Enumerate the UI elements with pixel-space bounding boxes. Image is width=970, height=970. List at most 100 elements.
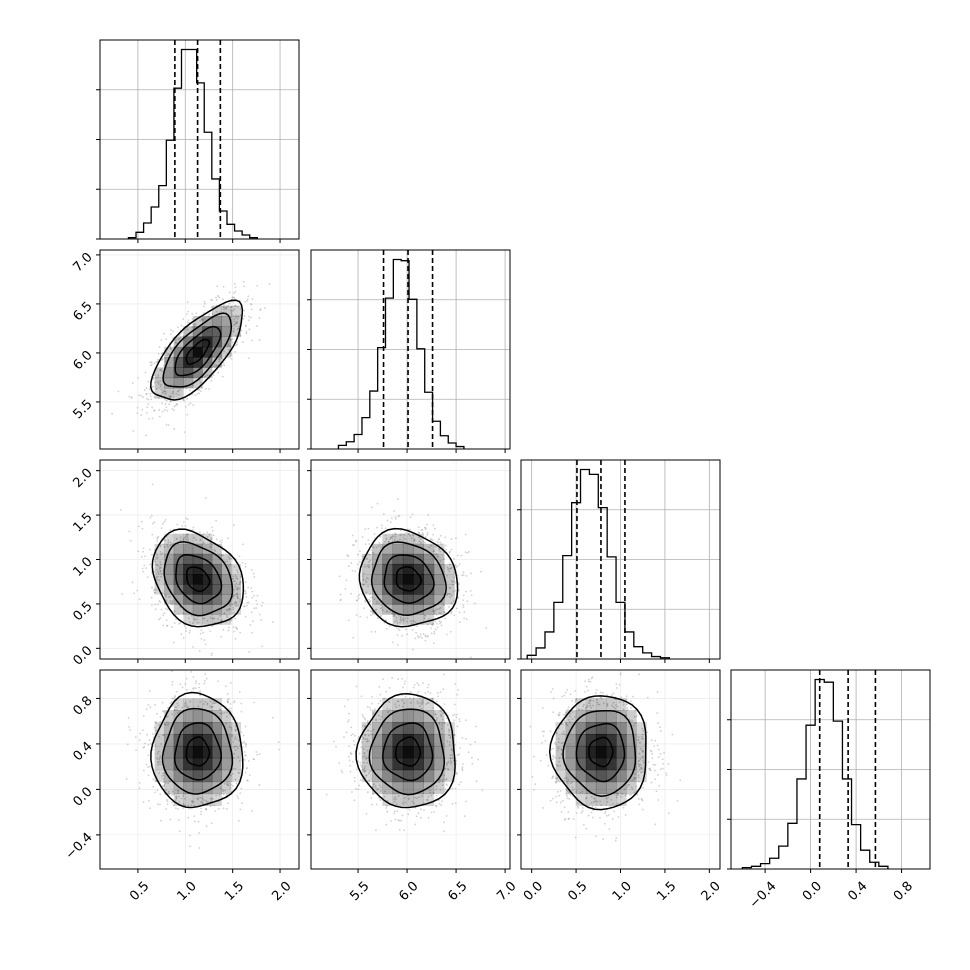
scatter-point <box>256 603 259 606</box>
scatter-point <box>404 531 407 534</box>
scatter-point <box>219 708 222 711</box>
scatter-point <box>157 535 160 538</box>
scatter-point <box>578 708 580 711</box>
scatter-point <box>381 545 384 548</box>
scatter-point <box>234 778 237 781</box>
scatter-point <box>398 819 401 822</box>
scatter-point <box>158 415 161 418</box>
density-cell <box>183 533 194 545</box>
scatter-point <box>166 624 169 627</box>
density-cell <box>231 604 241 615</box>
density-cell <box>595 793 607 807</box>
scatter-point <box>233 282 236 285</box>
scatter-point <box>203 617 206 620</box>
density-cell <box>164 563 175 575</box>
scatter-point <box>399 529 402 532</box>
scatter-point <box>569 793 572 796</box>
scatter-point <box>255 599 258 602</box>
scatter-point <box>230 728 233 731</box>
scatter-point <box>420 541 422 544</box>
density-cell <box>616 793 627 807</box>
scatter-point <box>424 528 427 531</box>
density-cell <box>202 346 213 358</box>
scatter-point <box>210 822 213 825</box>
scatter-point <box>129 539 132 542</box>
scatter-point <box>543 730 545 733</box>
scatter-point <box>393 798 395 800</box>
scatter-point <box>253 607 256 610</box>
scatter-point <box>345 731 348 734</box>
scatter-point <box>445 717 448 720</box>
scatter-point <box>202 542 205 545</box>
scatter-point <box>213 548 216 551</box>
scatter-point <box>224 789 226 792</box>
density-cell <box>202 745 213 759</box>
scatter-point <box>584 680 586 683</box>
scatter-point <box>203 682 206 685</box>
scatter-point <box>228 291 231 294</box>
scatter-point <box>388 701 391 704</box>
scatter-point <box>215 538 218 541</box>
scatter-point <box>245 596 248 598</box>
density-cell <box>192 769 203 783</box>
grid <box>731 670 930 869</box>
scatter-point <box>439 691 442 693</box>
scatter-point <box>419 697 421 700</box>
scatter-point <box>159 563 162 566</box>
scatter-point <box>151 406 154 409</box>
scatter-point <box>421 637 423 639</box>
scatter-point <box>453 734 456 737</box>
scatter-point <box>187 816 190 819</box>
scatter-point <box>205 807 208 810</box>
scatter-point <box>391 677 394 679</box>
scatter-point <box>214 550 217 552</box>
scatter-point <box>439 534 442 537</box>
scatter-point <box>162 781 165 783</box>
scatter-point <box>366 721 369 724</box>
scatter-point <box>161 358 164 360</box>
scatter-point <box>366 761 369 764</box>
scatter-point <box>551 688 554 690</box>
scatter-point <box>231 734 234 737</box>
scatter-point <box>635 715 638 717</box>
scatter-point <box>234 290 237 293</box>
scatter-point <box>347 698 349 701</box>
scatter-point <box>619 672 622 675</box>
scatter-point <box>159 570 162 572</box>
scatter-point <box>392 615 395 618</box>
scatter-point <box>177 790 180 792</box>
scatter-point <box>541 741 543 744</box>
scatter-point <box>585 827 588 830</box>
scatter-point <box>416 682 419 684</box>
density-cell <box>221 315 232 327</box>
scatter-point <box>177 338 180 341</box>
scatter-point <box>148 548 151 551</box>
scatter-point <box>333 740 335 743</box>
scatter-point <box>173 696 176 699</box>
scatter-point <box>403 619 406 622</box>
scatter-point <box>434 610 436 613</box>
density-cell <box>211 781 222 795</box>
scatter-point <box>438 620 441 623</box>
scatter-point <box>420 707 423 710</box>
scatter-point <box>409 691 412 693</box>
scatter-point <box>230 352 233 355</box>
density-cell <box>164 710 175 723</box>
scatter-point <box>589 704 592 707</box>
scatter-point <box>436 608 439 611</box>
scatter-point <box>590 801 593 804</box>
scatter-point <box>362 755 365 758</box>
scatter-point <box>563 818 566 821</box>
scatter-point <box>218 296 221 299</box>
scatter-panel-r2-c0 <box>96 459 300 663</box>
scatter-point <box>156 579 158 581</box>
scatter-point <box>176 789 179 792</box>
scatter-point <box>169 600 172 602</box>
scatter-point <box>453 703 456 706</box>
scatter-point <box>219 540 221 543</box>
histogram-step <box>526 468 671 659</box>
x-tick-label: 6.0 <box>396 879 421 904</box>
scatter-point <box>463 815 466 818</box>
scatter-point <box>155 588 158 591</box>
scatter-point <box>206 801 209 803</box>
